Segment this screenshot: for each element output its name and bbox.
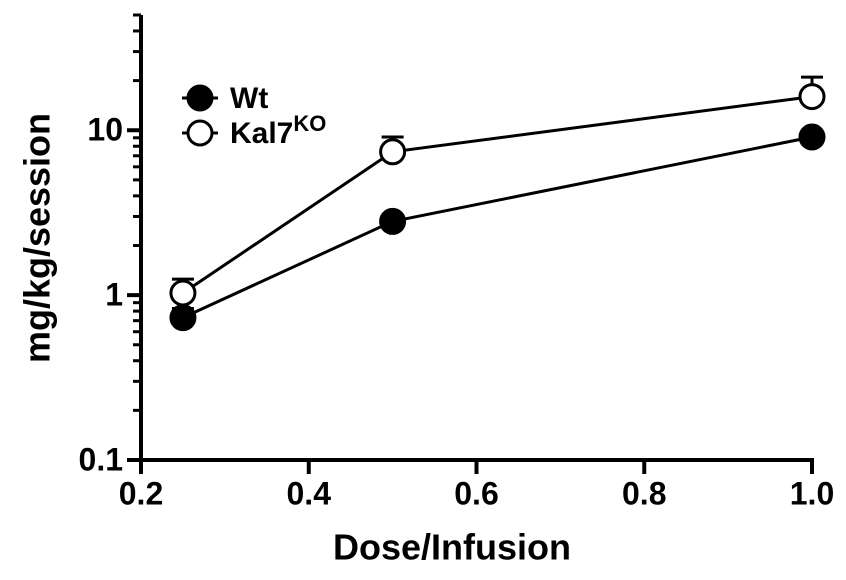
data-point bbox=[379, 138, 407, 166]
legend-marker bbox=[186, 84, 214, 112]
series-line bbox=[182, 135, 813, 320]
data-point bbox=[798, 123, 826, 151]
legend-marker bbox=[186, 119, 214, 147]
x-tick-label: 0.2 bbox=[119, 475, 163, 511]
legend-entry: Kal7KO bbox=[182, 111, 326, 150]
legend-label-name: Kal7 bbox=[230, 117, 293, 150]
legend-entry: Wt bbox=[182, 82, 268, 115]
data-point bbox=[379, 207, 407, 235]
x-tick-label: 0.4 bbox=[287, 475, 332, 511]
legend-label-superscript: KO bbox=[293, 111, 326, 136]
x-tick-label: 0.6 bbox=[454, 475, 498, 511]
x-tick-label: 0.8 bbox=[622, 475, 666, 511]
data-point bbox=[169, 304, 197, 332]
data-point bbox=[169, 279, 197, 307]
legend-label: Kal7KO bbox=[230, 111, 326, 150]
y-axis-label: mg/kg/session bbox=[17, 113, 58, 363]
y-tick-label: 1 bbox=[105, 277, 123, 313]
y-tick-label: 10 bbox=[87, 112, 123, 148]
x-tick-label: 1.0 bbox=[790, 475, 834, 511]
x-axis-label: Dose/Infusion bbox=[333, 527, 571, 568]
legend-label: Wt bbox=[230, 82, 268, 115]
data-point bbox=[798, 83, 826, 111]
legend-label-name: Wt bbox=[230, 82, 268, 115]
y-tick-label: 0.1 bbox=[79, 441, 123, 477]
